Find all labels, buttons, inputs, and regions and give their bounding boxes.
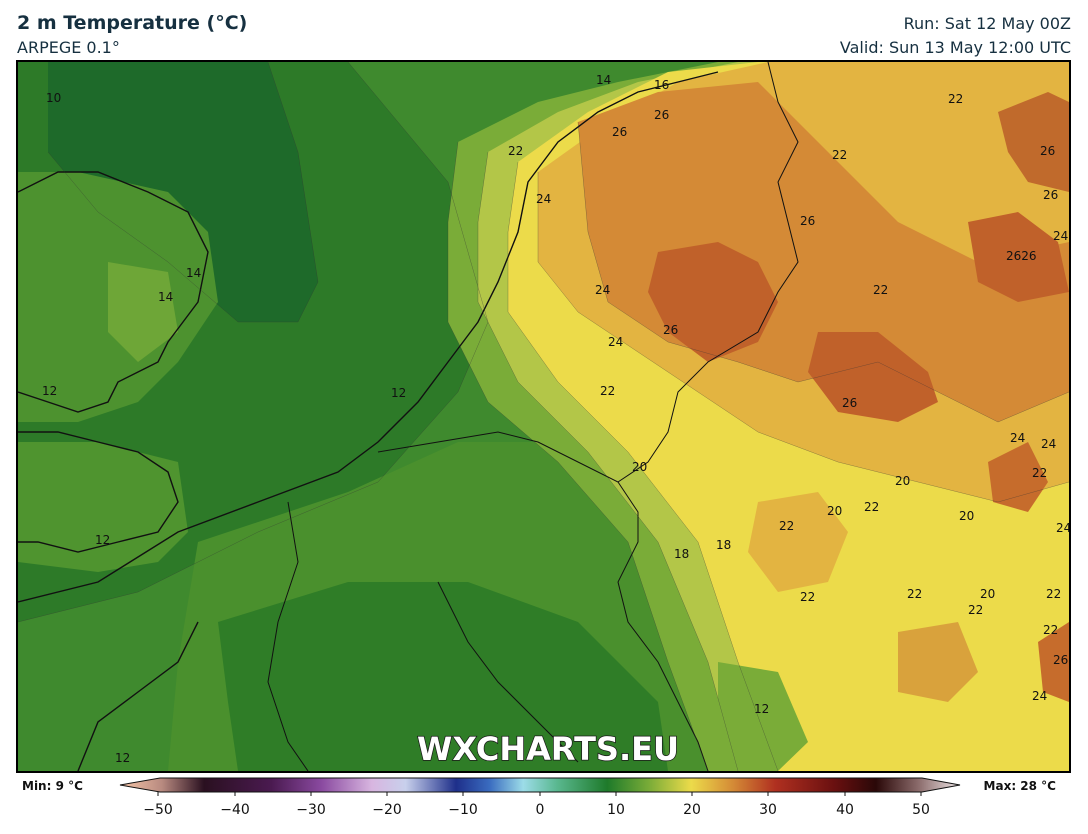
warm-pocket-1: [748, 492, 848, 592]
cool-pocket-south: [718, 662, 808, 771]
max-temperature-label: Max: 28 °C: [983, 779, 1056, 793]
contour-label: 12: [391, 386, 406, 400]
tick-label: −20: [372, 802, 402, 818]
country-borders: [267, 62, 799, 771]
contour-label: 22: [1046, 587, 1061, 601]
contour-label: 22: [1043, 623, 1058, 637]
tick-label: 20: [683, 802, 701, 818]
contour-label: 26: [1043, 188, 1058, 202]
coastlines: [18, 71, 719, 771]
contour-label: 22: [968, 603, 983, 617]
contour-label: 22: [907, 587, 922, 601]
contour-label: 22: [800, 590, 815, 604]
run-time: Run: Sat 12 May 00Z: [903, 14, 1071, 33]
contour-label: 22: [832, 148, 847, 162]
contour-label: 16: [654, 78, 669, 92]
contour-label: 2626: [1006, 249, 1037, 263]
contour-label: 26: [1040, 144, 1055, 158]
contour-label: 12: [115, 751, 130, 765]
contour-label: 14: [158, 290, 173, 304]
sea-zone-darkest: [48, 62, 318, 322]
hot-core-far-southeast: [1038, 622, 1069, 702]
contour-label: 20: [959, 509, 974, 523]
england-south: [18, 442, 188, 572]
min-temperature-label: Min: 9 °C: [22, 779, 83, 793]
tick-label: −40: [220, 802, 250, 818]
contour-label: 22: [600, 384, 615, 398]
colorbar: −50 −40 −30 −20 −10 0 10 20 30 40 50: [119, 777, 961, 818]
contour-label: 22: [864, 500, 879, 514]
ardennes-cool: [218, 582, 668, 771]
tick-label: 50: [912, 802, 930, 818]
contour-label: 26: [800, 214, 815, 228]
colorbar-strip: [119, 777, 961, 793]
colorbar-ticks: [157, 792, 922, 796]
warm-pocket-2: [898, 622, 978, 702]
hot-core-east: [968, 212, 1069, 302]
contour-label: 22: [948, 92, 963, 106]
contour-label: 12: [95, 533, 110, 547]
contour-label: 26: [612, 125, 627, 139]
contour-label: 10: [46, 91, 61, 105]
tick-label: 10: [607, 802, 625, 818]
contour-labels: 10 14 16 26 26 22 22 24 22 26 26 26 24 2…: [42, 73, 1069, 765]
tick-label: −10: [448, 802, 478, 818]
contour-label: 20: [895, 474, 910, 488]
contour-label: 26: [1053, 653, 1068, 667]
tick-label: 40: [836, 802, 854, 818]
contour-label: 24: [536, 192, 551, 206]
contour-label: 24: [1041, 437, 1056, 451]
contour-label: 24: [1056, 521, 1069, 535]
contour-label: 20: [632, 460, 647, 474]
model-name: ARPEGE 0.1°: [17, 38, 120, 57]
contour-label: 24: [595, 283, 610, 297]
contour-label: 24: [1053, 229, 1068, 243]
contour-label: 22: [1032, 466, 1047, 480]
contour-label: 22: [873, 283, 888, 297]
map-canvas: 10 14 16 26 26 22 22 24 22 26 26 26 24 2…: [18, 62, 1069, 771]
contour-label: 24: [1010, 431, 1025, 445]
contour-label: 18: [716, 538, 731, 552]
hot-core-northeast: [998, 92, 1069, 192]
valid-time: Valid: Sun 13 May 12:00 UTC: [839, 38, 1071, 57]
contour-label: 24: [608, 335, 623, 349]
contour-label: 22: [779, 519, 794, 533]
tick-label: 0: [536, 802, 545, 818]
contour-label: 26: [842, 396, 857, 410]
contour-label: 14: [596, 73, 611, 87]
contour-label: 18: [674, 547, 689, 561]
tick-label: −30: [296, 802, 326, 818]
contour-label: 22: [508, 144, 523, 158]
watermark: WXCHARTS.EU: [417, 730, 679, 768]
isotherms: [18, 62, 1069, 771]
colorbar-tick-labels: −50 −40 −30 −20 −10 0 10 20 30 40 50: [143, 802, 930, 818]
contour-label: 14: [186, 266, 201, 280]
tick-label: −50: [143, 802, 173, 818]
contour-label: 24: [1032, 689, 1047, 703]
temperature-map[interactable]: 10 14 16 26 26 22 22 24 22 26 26 26 24 2…: [16, 60, 1071, 773]
contour-label: 20: [980, 587, 995, 601]
contour-label: 26: [663, 323, 678, 337]
east-anglia-warm: [108, 262, 178, 362]
hot-core-southeast: [988, 442, 1048, 512]
contour-label: 12: [754, 702, 769, 716]
tick-label: 30: [759, 802, 777, 818]
chart-title: 2 m Temperature (°C): [17, 12, 248, 34]
contour-label: 26: [654, 108, 669, 122]
hot-core-netherlands: [648, 242, 778, 362]
hot-core-germany: [808, 332, 938, 422]
contour-label: 20: [827, 504, 842, 518]
contour-label: 12: [42, 384, 57, 398]
